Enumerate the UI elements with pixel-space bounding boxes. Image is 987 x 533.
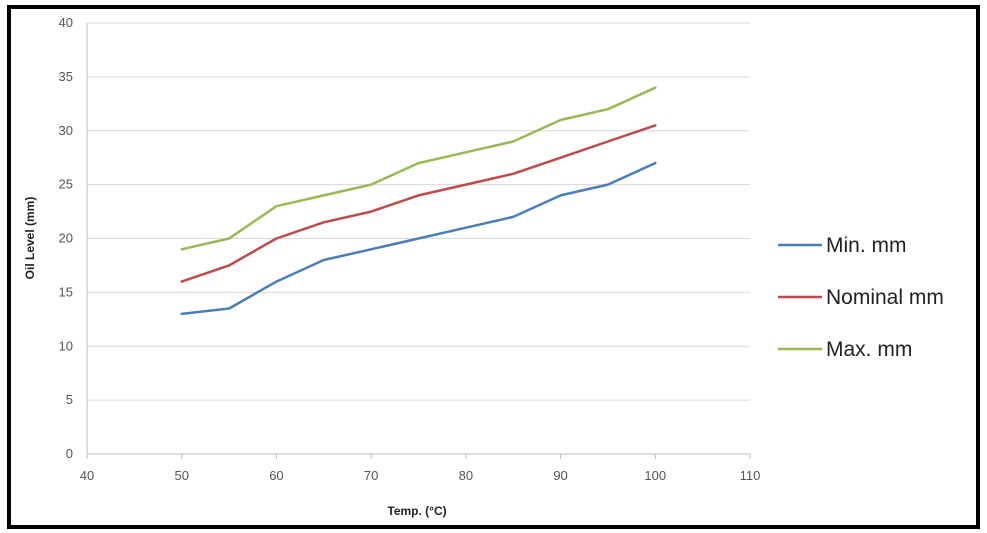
- x-tick-labels: 40 50 60 70 80 90 100 110: [80, 468, 761, 483]
- x-tick-label: 90: [553, 468, 567, 483]
- series-line-0: [180, 161, 657, 316]
- chart-frame: [7, 5, 980, 529]
- x-tick-label: 80: [459, 468, 473, 483]
- x-tick-label: 50: [174, 468, 188, 483]
- y-tick-label: 20: [59, 231, 73, 246]
- series-line-2: [180, 86, 657, 251]
- y-tick-label: 10: [59, 338, 73, 353]
- axes: [86, 23, 751, 459]
- series-line-1: [180, 124, 657, 283]
- y-tick-label: 0: [66, 446, 73, 461]
- series-lines: [180, 86, 657, 316]
- y-tick-label: 15: [59, 284, 73, 299]
- gridlines: [87, 22, 750, 401]
- legend-label: Min. mm: [826, 234, 907, 257]
- legend: Min. mm Nominal mm Max. mm: [778, 234, 944, 361]
- y-tick-label: 30: [59, 123, 73, 138]
- legend-label: Nominal mm: [826, 286, 944, 309]
- x-tick-label: 70: [364, 468, 378, 483]
- y-tick-label: 35: [59, 69, 73, 84]
- x-axis-title: Temp. (°C): [387, 504, 446, 518]
- y-tick-label: 40: [59, 15, 73, 30]
- x-tick-label: 60: [269, 468, 283, 483]
- y-axis-title: Oil Level (mm): [23, 197, 37, 280]
- y-tick-label: 5: [66, 392, 73, 407]
- y-tick-labels: 0 5 10 15 20 25 30 35 40: [59, 15, 73, 461]
- x-tick-label: 40: [80, 468, 94, 483]
- y-tick-label: 25: [59, 177, 73, 192]
- x-tick-label: 100: [644, 468, 666, 483]
- x-tick-label: 110: [740, 468, 761, 483]
- legend-label: Max. mm: [826, 338, 912, 361]
